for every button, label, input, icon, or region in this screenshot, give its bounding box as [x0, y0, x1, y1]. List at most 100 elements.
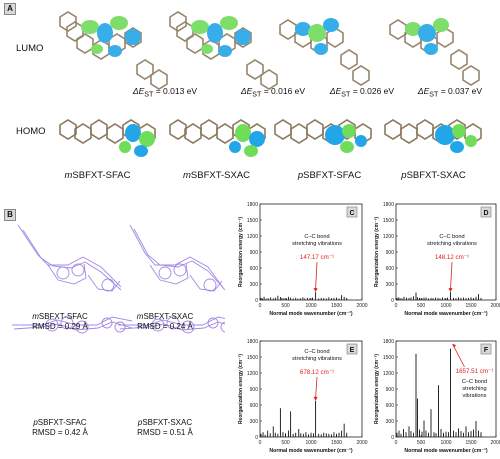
y-tick-label: 600	[250, 403, 259, 409]
plot-frame	[395, 203, 497, 301]
chart-panel-e: 0 300 600 900 1200 1500 1800 0 500 1000 1500 2000 No…	[238, 339, 368, 454]
x-tick-label: 0	[259, 440, 262, 446]
lumo-row-label: LUMO	[16, 43, 44, 54]
y-tick-label: 1500	[247, 218, 258, 224]
rmsd-psxac: pSBFXT-SXAC RMSD = 0.51 Å	[137, 418, 193, 437]
y-tick-label: 600	[386, 403, 395, 409]
y-tick-label: 1500	[383, 355, 394, 361]
chart-panel-c: 0 300 600 900 1200 1500 1800 0 500 1000 1500 2000 No…	[238, 202, 368, 317]
y-tick-label: 1200	[383, 371, 394, 377]
y-tick-label: 900	[386, 387, 395, 393]
peak-arrowhead	[448, 288, 453, 293]
homo-msxac-orbital	[169, 119, 266, 157]
panel-tag-box	[480, 343, 492, 355]
overlay-msfac	[17, 224, 122, 292]
peak-arrow	[452, 343, 465, 368]
y-tick-label: 1500	[383, 218, 394, 224]
x-tick-label: 0	[259, 303, 262, 309]
rmsd-overlay-illustrations	[12, 224, 225, 334]
x-tick-label: 500	[417, 303, 426, 309]
panel-label-c: C	[349, 210, 354, 217]
annotation-text: stretching vibrations	[292, 356, 342, 362]
x-tick-label: 2000	[490, 303, 500, 309]
lumo-psxac-orbital	[389, 18, 480, 86]
annotation-text: C–C bond	[439, 234, 464, 240]
peak-arrowhead	[313, 396, 318, 401]
homo-row-label: HOMO	[16, 126, 46, 137]
chart-panel-d: 0 300 600 900 1200 1500 1800 0 500 1000 1500 2000No…	[374, 202, 500, 317]
homo-msfac-orbital	[59, 119, 156, 157]
peak-arrowhead	[313, 288, 318, 293]
annotation-text: stretching	[462, 386, 486, 392]
y-tick-label: 900	[250, 387, 259, 393]
peak-arrow	[315, 376, 318, 398]
chart-panel-f: 0 300 600 900 1200 1500 1800 0 500 1000 1500 2000No…	[374, 339, 500, 454]
rmsd-msfac: mSBFXT-SFAC RMSD = 0.29 Å	[32, 312, 88, 331]
panel-label-d: D	[483, 210, 488, 217]
annotation-text: stretching vibrations	[427, 241, 477, 247]
x-tick-label: 1500	[331, 303, 342, 309]
y-axis-label: Reorganization energy (cm⁻¹)	[374, 354, 380, 424]
x-tick-label: 1500	[465, 440, 476, 446]
y-tick-label: 300	[386, 419, 395, 425]
lumo-psfac-orbital	[279, 18, 370, 86]
annotation-text: C–C bond	[462, 379, 487, 385]
homo-psxac-orbital	[384, 119, 482, 153]
molecule-name-1: mSBFXT-SFAC	[64, 170, 131, 181]
peak-arrow	[315, 261, 318, 290]
y-axis-label: Reorganization energy (cm⁻¹)	[238, 354, 244, 424]
x-tick-label: 0	[395, 440, 398, 446]
y-tick-label: 0	[255, 298, 258, 304]
overlay-psxac	[118, 316, 225, 334]
y-tick-label: 0	[255, 435, 258, 441]
panel-tag-box	[346, 343, 358, 355]
y-tick-label: 0	[391, 435, 394, 441]
panel-tag-box	[346, 206, 358, 218]
panel-label-e: E	[350, 347, 355, 354]
x-tick-label: 500	[281, 303, 290, 309]
y-tick-label: 1800	[383, 339, 394, 345]
y-tick-label: 900	[250, 250, 259, 256]
y-tick-label: 1200	[247, 234, 258, 240]
orbital-illustrations	[59, 11, 482, 157]
annotation-text: C–C bond	[304, 234, 329, 240]
molecule-name-2: mSBFXT-SXAC	[182, 170, 251, 181]
delta-est-3: ΔEST = 0.026 eV	[329, 86, 395, 99]
x-tick-label: 1500	[465, 303, 476, 309]
delta-est-4: ΔEST = 0.037 eV	[417, 86, 483, 99]
peak-label: 678.12 cm⁻¹	[300, 369, 334, 376]
y-tick-label: 1800	[247, 202, 258, 208]
y-tick-label: 1800	[247, 339, 258, 345]
peak-arrowhead	[452, 344, 456, 348]
annotation-text: vibrations	[463, 393, 487, 399]
lumo-msfac-orbital	[59, 11, 168, 90]
annotation-text: C–C bond	[304, 349, 329, 355]
x-axis-label: Normal mode wavenumber (cm⁻¹)	[404, 311, 487, 317]
y-tick-label: 0	[391, 298, 394, 304]
delta-est-1: ΔEST = 0.013 eV	[132, 86, 198, 99]
panel-label-f: F	[484, 347, 489, 354]
lumo-msxac-orbital	[169, 11, 278, 90]
rmsd-msxac: mSBFXT-SXAC RMSD = 0.24 Å	[136, 312, 194, 331]
peak-label: 1657.51 cm⁻¹	[456, 368, 494, 375]
y-tick-label: 300	[250, 419, 259, 425]
x-tick-label: 1500	[331, 440, 342, 446]
y-tick-label: 300	[386, 282, 395, 288]
panel-label-a: A	[4, 3, 16, 15]
x-axis-label: Normal mode wavenumber (cm⁻¹)	[404, 448, 487, 454]
annotation-text: stretching vibrations	[292, 241, 342, 247]
rmsd-psfac: pSBFXT-SFAC RMSD = 0.42 Å	[32, 418, 88, 437]
peak-arrow	[450, 261, 453, 290]
overlay-msxac	[129, 224, 225, 292]
plot-frame	[259, 203, 363, 301]
y-tick-label: 600	[250, 266, 259, 272]
molecule-name-4: pSBFXT-SXAC	[401, 170, 466, 181]
y-axis-label: Reorganization energy (cm⁻¹)	[238, 217, 244, 287]
x-tick-label: 500	[417, 440, 426, 446]
x-axis-label: Normal mode wavenumber (cm⁻¹)	[269, 448, 352, 454]
y-tick-label: 1800	[383, 202, 394, 208]
x-tick-label: 1000	[305, 303, 316, 309]
x-tick-label: 2000	[356, 303, 367, 309]
panel-tag-box	[480, 206, 492, 218]
panel-label-b: B	[4, 209, 16, 221]
